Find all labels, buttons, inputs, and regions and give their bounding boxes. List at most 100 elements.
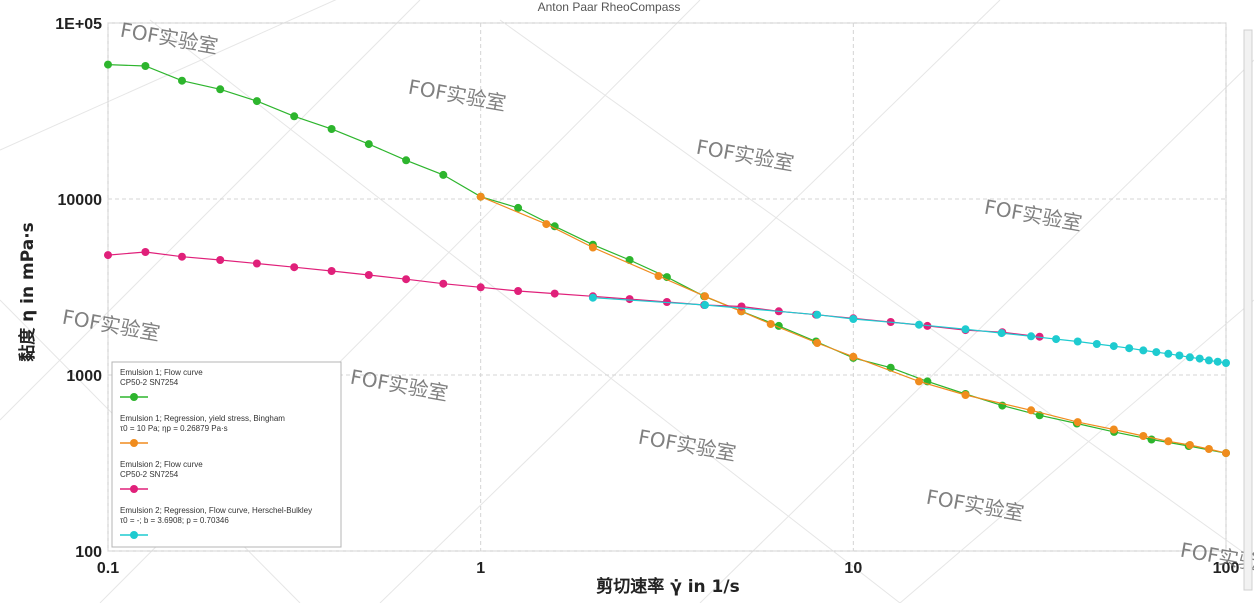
data-point (849, 352, 858, 361)
series-4 (588, 293, 1230, 367)
data-point (1204, 356, 1213, 365)
data-point (252, 259, 261, 268)
data-point (290, 112, 299, 121)
data-point (1152, 348, 1161, 357)
data-point (588, 293, 597, 302)
legend-swatch-marker (130, 485, 138, 493)
data-point (915, 377, 923, 386)
y-tick-label: 1E+05 (55, 16, 102, 33)
data-point (141, 248, 150, 256)
data-point (439, 279, 448, 288)
data-point (625, 295, 634, 304)
data-point (252, 97, 261, 106)
data-point (1027, 406, 1036, 415)
data-point (290, 263, 299, 272)
y-tick-label: 1000 (66, 368, 102, 385)
data-point (550, 222, 559, 231)
diagonal-line (0, 0, 421, 421)
data-point (961, 391, 970, 399)
data-point (1175, 351, 1184, 360)
data-point (550, 289, 559, 298)
data-point (1213, 357, 1222, 366)
y-tick-label: 10000 (58, 192, 103, 209)
diagonal-line (149, 19, 901, 603)
data-point (402, 275, 411, 284)
data-point (1185, 441, 1194, 449)
legend-swatch-marker (130, 531, 138, 539)
data-point (104, 60, 112, 69)
data-point (402, 156, 411, 165)
data-point (813, 339, 822, 347)
diagonal-line (0, 0, 337, 151)
data-point (216, 256, 225, 264)
data-point (1073, 418, 1082, 427)
data-point (542, 220, 551, 229)
data-point (701, 301, 709, 309)
x-axis-title: 剪切速率 γ̇ in 1/s (596, 576, 739, 597)
x-tick-label: 1 (476, 560, 485, 577)
legend-text: Emulsion 2; Flow curve (120, 460, 203, 469)
data-point (514, 287, 523, 295)
data-point (327, 125, 336, 133)
data-point (1139, 432, 1148, 440)
data-point (1139, 346, 1148, 355)
data-point (178, 252, 186, 261)
data-point (476, 192, 485, 201)
data-point (1073, 337, 1082, 346)
data-point (1185, 353, 1194, 362)
series-layer (104, 60, 1230, 458)
data-point (104, 251, 112, 260)
x-tick-label: 0.1 (97, 560, 119, 577)
data-point (1164, 349, 1173, 358)
legend-text: τ0 = 10 Pa; ηp = 0.26879 Pa·s (120, 424, 228, 433)
data-point (439, 170, 448, 179)
series-2 (476, 192, 1230, 458)
data-point (1109, 342, 1118, 351)
series-line (592, 297, 1227, 364)
window-title: Anton Paar RheoCompass (538, 0, 681, 14)
data-point (514, 203, 523, 212)
data-point (915, 320, 923, 329)
diagonal-line (499, 19, 1254, 561)
x-tick-label: 100 (1213, 560, 1240, 577)
data-point (1164, 437, 1173, 446)
y-axis-title: 黏度 η in mPa·s (17, 222, 38, 362)
data-point (588, 243, 597, 252)
diagonal-line (899, 299, 1254, 603)
data-point (327, 267, 336, 275)
y-tick-label: 100 (75, 544, 102, 561)
legend-text: Emulsion 1; Regression, yield stress, Bi… (120, 414, 285, 423)
data-point (654, 272, 663, 280)
data-point (1204, 445, 1213, 453)
diagonal-line (379, 0, 1001, 603)
legend-text: τ0 = -; b = 3.6908; p = 0.70346 (120, 516, 229, 525)
data-point (364, 271, 373, 279)
legend-swatch-marker (130, 439, 138, 447)
legend-text: Emulsion 2; Regression, Flow curve, Hers… (120, 506, 312, 515)
data-point (1052, 335, 1061, 344)
data-point (849, 315, 858, 323)
data-point (364, 140, 373, 149)
data-point (766, 320, 775, 328)
data-point (1027, 332, 1036, 341)
x-tick-label: 10 (844, 560, 862, 577)
data-point (1109, 425, 1118, 434)
legend-text: Emulsion 1; Flow curve (120, 368, 203, 377)
legend-swatch-marker (130, 393, 138, 401)
legend-box (111, 361, 342, 548)
data-point (1125, 344, 1134, 353)
data-point (961, 325, 970, 334)
data-point (997, 329, 1006, 338)
diagonal-line (699, 59, 1254, 603)
right-scroll-edge[interactable] (1243, 29, 1253, 591)
data-point (701, 292, 709, 301)
data-point (216, 85, 225, 94)
legend-text: CP50-2 SN7254 (120, 470, 179, 479)
data-point (178, 76, 186, 85)
grid-lines (107, 22, 1227, 552)
data-point (1222, 449, 1230, 458)
data-point (1222, 359, 1230, 367)
data-point (737, 302, 746, 311)
